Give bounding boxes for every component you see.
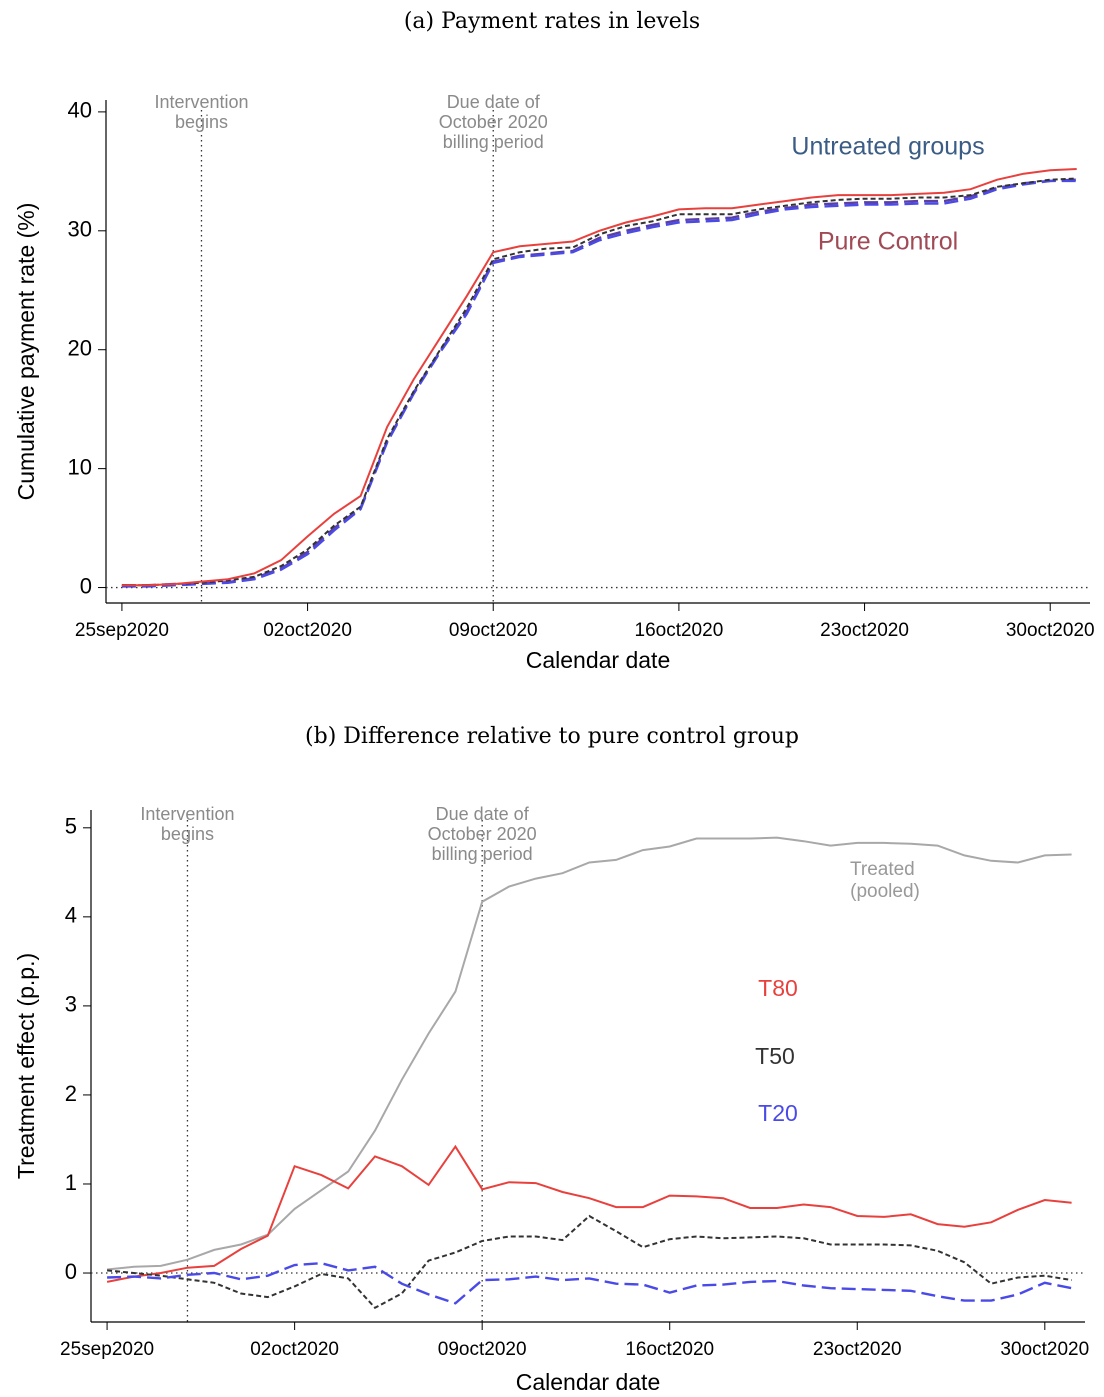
event-label: October 2020 <box>439 112 548 132</box>
y-axis-label: Cumulative payment rate (%) <box>13 203 39 501</box>
event-label: Due date of <box>447 92 541 112</box>
x-tick-label: 09oct2020 <box>438 1339 527 1360</box>
y-tick-label: 0 <box>80 573 92 598</box>
x-tick-label: 23oct2020 <box>813 1339 902 1360</box>
x-axis-label: Calendar date <box>526 647 671 673</box>
x-tick-label: 16oct2020 <box>635 620 724 641</box>
x-tick-label: 25sep2020 <box>60 1339 154 1360</box>
x-tick-label: 09oct2020 <box>449 620 538 641</box>
event-label: Intervention <box>154 92 248 112</box>
y-axis-label: Treatment effect (p.p.) <box>13 953 39 1179</box>
x-tick-label: 16oct2020 <box>625 1339 714 1360</box>
series-line <box>106 1144 1072 1283</box>
x-axis-label: Calendar date <box>516 1369 661 1395</box>
event-label: October 2020 <box>428 824 537 844</box>
annotation: Untreated groups <box>791 133 984 161</box>
y-tick-label: 10 <box>68 454 92 479</box>
y-tick-label: 40 <box>68 98 92 123</box>
y-tick-label: 2 <box>65 1081 77 1106</box>
x-tick-label: 23oct2020 <box>820 620 909 641</box>
series-label: Treated (pooled) <box>850 859 920 902</box>
panel: (a) Payment rates in levels 0 10 20 30 40 25se… <box>13 9 1095 673</box>
panel: (b) Difference relative to pure control … <box>13 724 1089 1395</box>
x-tick-label: 02oct2020 <box>263 620 352 641</box>
series-line <box>106 836 1072 1271</box>
y-tick-label: 4 <box>65 903 77 928</box>
x-tick-label: 02oct2020 <box>250 1339 339 1360</box>
series-label: T80 <box>758 975 798 1001</box>
chart-title: (a) Payment rates in levels <box>404 9 700 34</box>
y-tick-label: 1 <box>65 1170 77 1195</box>
series-label: T50 <box>755 1043 795 1069</box>
series-line <box>121 179 1077 588</box>
series-line <box>121 177 1077 587</box>
chart-title: (b) Difference relative to pure control … <box>305 724 799 749</box>
y-tick-label: 0 <box>65 1259 77 1284</box>
x-tick-label: 30oct2020 <box>1006 620 1095 641</box>
x-tick-label: 25sep2020 <box>75 620 169 641</box>
event-label: begins <box>161 824 214 844</box>
annotation: Pure Control <box>818 228 958 256</box>
x-tick-label: 30oct2020 <box>1000 1339 1089 1360</box>
series-line <box>107 1214 1072 1310</box>
y-tick-label: 20 <box>68 336 92 361</box>
event-label: Intervention <box>140 804 234 824</box>
event-label: Due date of <box>436 804 530 824</box>
y-tick-label: 5 <box>65 814 77 839</box>
event-label: begins <box>175 112 228 132</box>
event-label: billing period <box>443 132 544 152</box>
series-line <box>121 168 1077 587</box>
event-label: billing period <box>432 844 533 864</box>
y-tick-label: 30 <box>68 217 92 242</box>
series-line <box>107 1261 1072 1305</box>
series-label: T20 <box>758 1100 798 1126</box>
y-tick-label: 3 <box>65 992 77 1017</box>
